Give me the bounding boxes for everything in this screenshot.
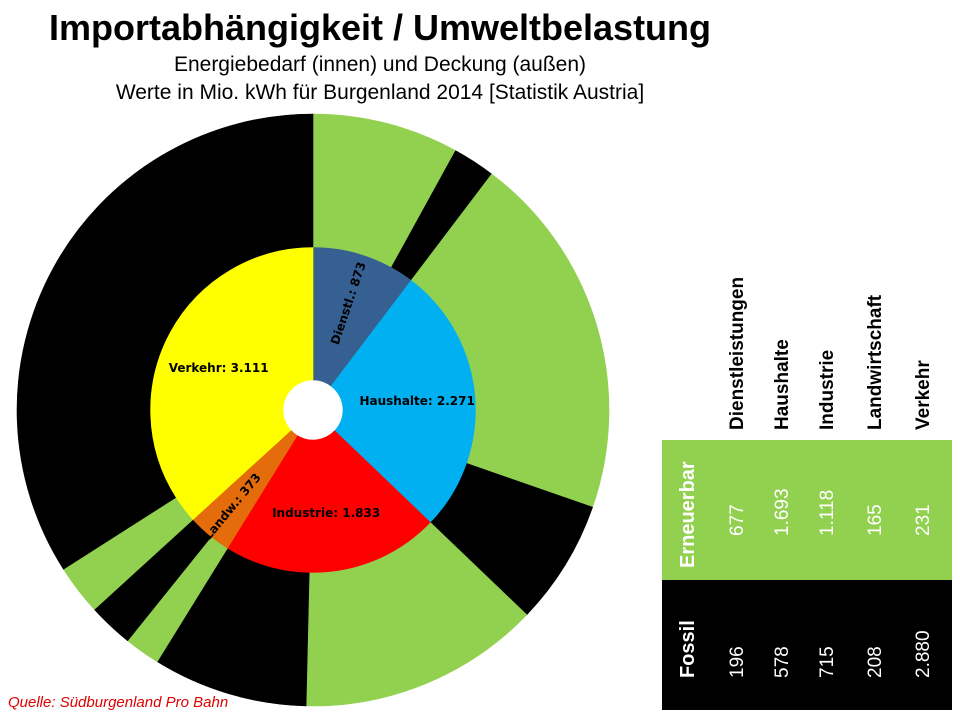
column-header-haushalte: Haushalte: [772, 339, 793, 430]
row-label-fossil: Fossil: [677, 620, 699, 678]
column-header-verkehr: Verkehr: [913, 360, 934, 430]
outer-slice-renewable: [411, 173, 610, 508]
inner-slice-label: Verkehr: 3.111: [169, 361, 269, 375]
data-table: Dienstleistungen Haushalte Industrie Lan…: [662, 250, 952, 710]
table-cell: 1.693: [772, 488, 793, 536]
table-cell: 1.118: [817, 489, 838, 536]
chart-subtitle: Energiebedarf (innen) und Deckung (außen…: [173, 53, 587, 76]
table-cell: 578: [772, 646, 793, 678]
chart-subtitle-units: Werte in Mio. kWh für Burgenland 2014 [S…: [115, 81, 645, 104]
table-cell: 196: [727, 646, 748, 678]
column-header-dienstleistungen: Dienstleistungen: [727, 276, 748, 430]
outer-slice-renewable: [305, 522, 528, 707]
renewable-row-band: [662, 440, 952, 580]
row-label-erneuerbar: Erneuerbar: [677, 461, 699, 568]
table-cell: 677: [727, 504, 748, 536]
column-header-landwirtschaft: Landwirtschaft: [865, 294, 886, 430]
outer-slice-fossil: [16, 113, 314, 570]
column-header-industrie: Industrie: [817, 349, 838, 430]
table-cell: 165: [865, 504, 886, 536]
inner-slice-label: Haushalte: 2.271: [359, 394, 474, 408]
table-cell: 715: [817, 646, 838, 678]
table-cell: 2.880: [913, 630, 934, 678]
fossil-row-band: [662, 580, 952, 710]
table-cell: 208: [865, 646, 886, 678]
chart-title: Importabhängigkeit / Umweltbelastung: [48, 7, 712, 48]
table-cell: 231: [913, 504, 934, 536]
source-note: Quelle: Südburgenland Pro Bahn: [8, 694, 229, 711]
inner-slice-label: Industrie: 1.833: [272, 506, 380, 520]
